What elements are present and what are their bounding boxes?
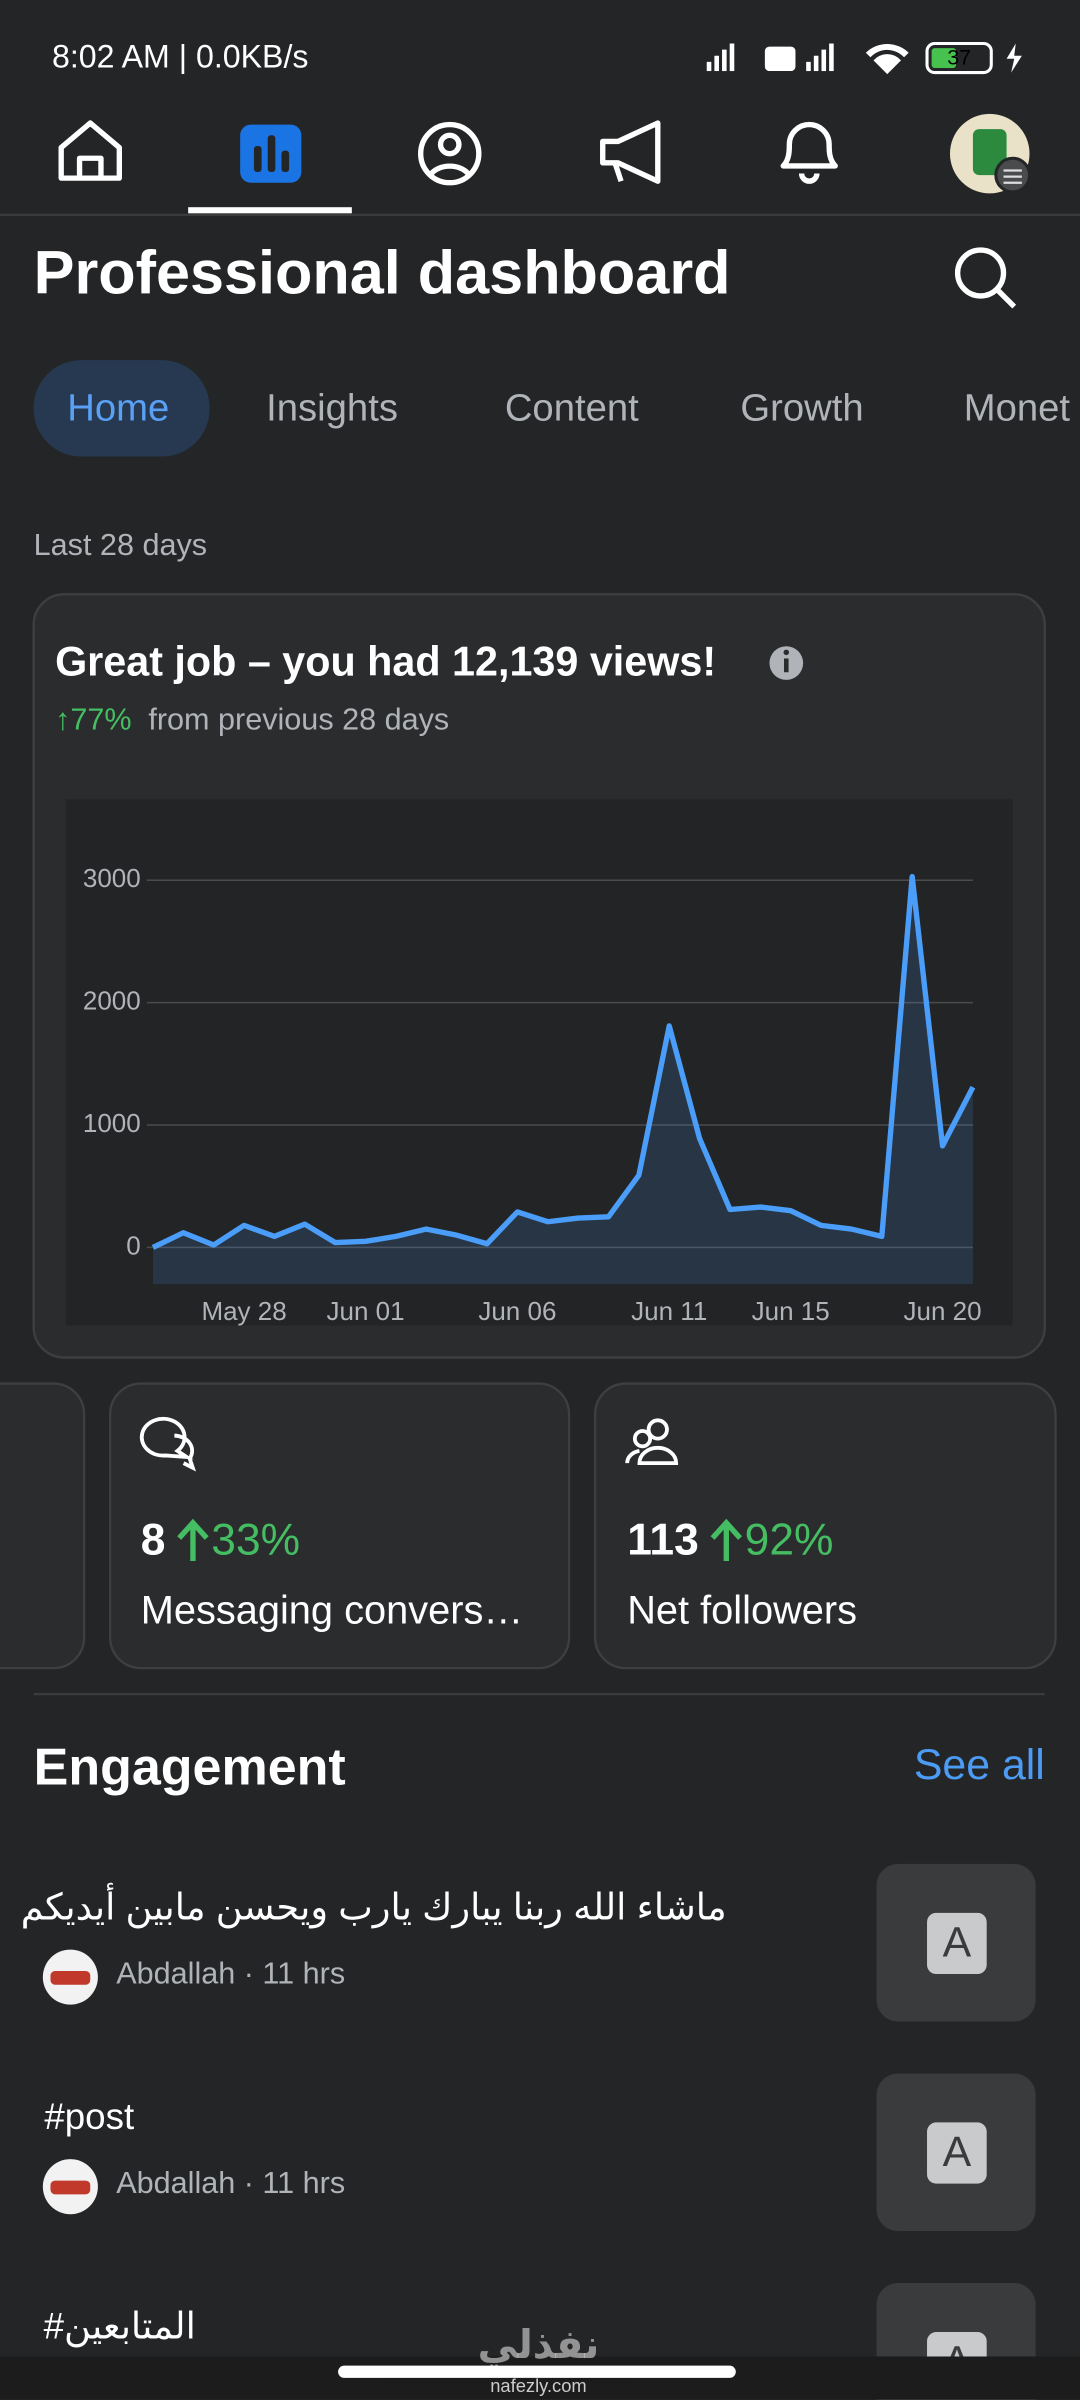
watermark-site: nafezly.com bbox=[490, 2375, 587, 2396]
post-text[interactable]: #المتابعين bbox=[44, 2306, 196, 2348]
y-tick-label: 1000 bbox=[83, 1108, 141, 1138]
status-time: 8:02 AM | 0.0KB/s bbox=[52, 38, 308, 74]
stat-icons bbox=[139, 1416, 679, 1472]
see-all-link[interactable]: See all bbox=[914, 1741, 1045, 1789]
area bbox=[152, 876, 973, 1285]
post-text[interactable]: #post bbox=[44, 2096, 134, 2137]
y-tick-label: 0 bbox=[126, 1230, 140, 1260]
tab[interactable]: Growth bbox=[740, 387, 863, 430]
stat-value: 113 bbox=[627, 1515, 699, 1564]
search-button[interactable] bbox=[954, 247, 1017, 309]
views-change: ↑77% bbox=[55, 702, 132, 736]
battery-level: 37 bbox=[947, 45, 971, 69]
stat-change: 92% bbox=[745, 1515, 834, 1564]
page-title: Professional dashboard bbox=[34, 239, 731, 307]
nav-profile[interactable] bbox=[418, 121, 482, 186]
x-tick-label: Jun 11 bbox=[631, 1296, 707, 1326]
nav-notifications[interactable] bbox=[780, 121, 838, 184]
home-indicator[interactable] bbox=[338, 2365, 736, 2378]
up-arrow bbox=[710, 1518, 743, 1562]
nav-ads[interactable] bbox=[600, 120, 661, 184]
watermark-logo: نفذلي bbox=[478, 2323, 600, 2368]
line bbox=[151, 873, 976, 1250]
views-change-text: from previous 28 days bbox=[148, 702, 449, 736]
thumb-letter: A bbox=[943, 2128, 972, 2176]
active-tab-indicator bbox=[188, 207, 352, 214]
stat-label: Messaging convers… bbox=[141, 1589, 523, 1633]
stat-card[interactable] bbox=[108, 1382, 571, 1670]
post-text[interactable]: ماشاء الله ربنا يبارك يارب ويحسن مابين أ… bbox=[21, 1883, 727, 1929]
tab[interactable]: Insights bbox=[266, 387, 398, 430]
period-label: Last 28 days bbox=[34, 528, 207, 562]
thumb-letter: A bbox=[943, 1918, 972, 1966]
thumb-badge bbox=[927, 1912, 987, 1975]
gesture-bar bbox=[0, 2356, 1080, 2400]
engagement-title: Engagement bbox=[34, 1738, 346, 1796]
x-tick-label: Jun 20 bbox=[904, 1296, 982, 1326]
up-arrow bbox=[177, 1518, 209, 1562]
stat-change: 33% bbox=[211, 1515, 300, 1564]
stat-card-partial[interactable] bbox=[0, 1382, 86, 1670]
author-avatar-car bbox=[50, 1970, 91, 1985]
nav-home[interactable] bbox=[58, 120, 122, 181]
thumb-badge bbox=[927, 2122, 987, 2184]
x-tick-label: May 28 bbox=[201, 1296, 286, 1326]
tab[interactable]: Content bbox=[505, 387, 639, 430]
author-avatar-car bbox=[50, 2180, 91, 2195]
tab[interactable]: Monet bbox=[964, 387, 1071, 430]
nav-bar bbox=[58, 120, 838, 186]
stat-card[interactable] bbox=[593, 1382, 1057, 1670]
stat-label: Net followers bbox=[627, 1589, 857, 1633]
post-meta: Abdallah · 11 hrs bbox=[116, 1957, 345, 1991]
status-icons bbox=[706, 41, 1022, 75]
y-tick-label: 3000 bbox=[83, 863, 141, 893]
x-tick-label: Jun 01 bbox=[327, 1296, 405, 1326]
x-tick-label: Jun 15 bbox=[752, 1296, 830, 1326]
x-tick-label: Jun 06 bbox=[478, 1296, 556, 1326]
views-headline: Great job – you had 12,139 views! bbox=[55, 638, 716, 684]
tab[interactable]: Home bbox=[67, 387, 169, 430]
stat-value: 8 bbox=[141, 1515, 166, 1564]
post-meta: Abdallah · 11 hrs bbox=[116, 2166, 345, 2200]
y-tick-label: 2000 bbox=[83, 986, 141, 1016]
tab-active-bg[interactable] bbox=[33, 360, 210, 457]
